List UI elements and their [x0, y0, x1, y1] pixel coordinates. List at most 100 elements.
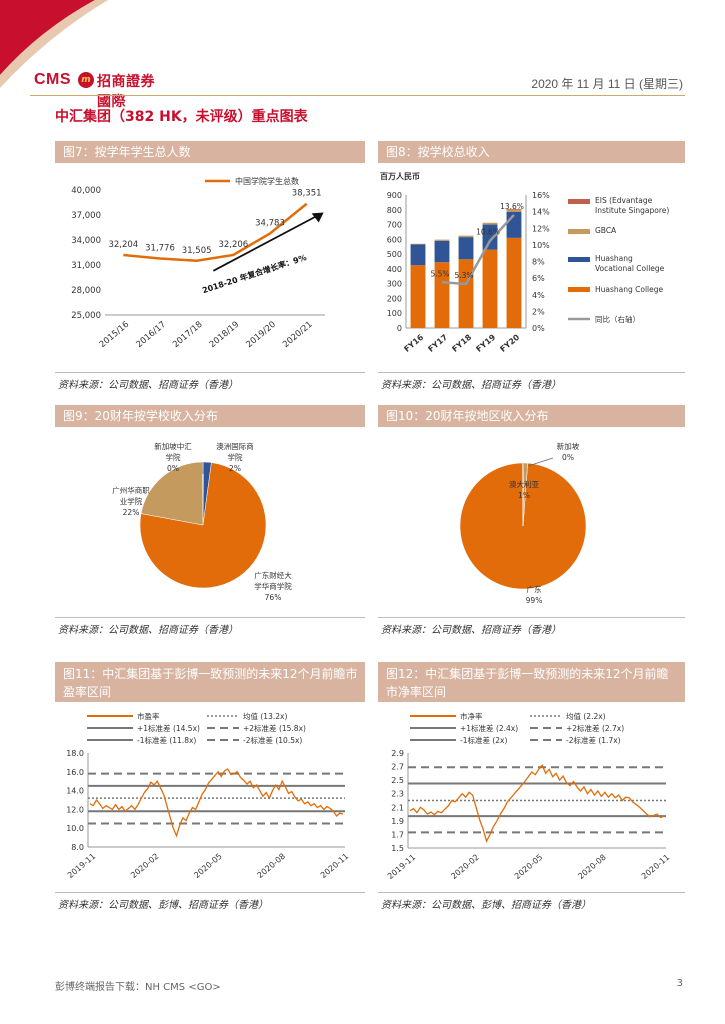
fig10-source: 资料来源：公司数据、招商证券（香港） — [381, 625, 561, 636]
fig8-legend-voc-2: Vocational College — [595, 264, 665, 273]
fig8-yoy-line — [441, 214, 515, 286]
fig8-bar-huashang — [458, 259, 474, 328]
fig11-sep — [55, 892, 365, 893]
fig8-y2tick: 4% — [532, 291, 545, 300]
fig7-value-label: 31,776 — [145, 244, 175, 254]
fig12-sep — [378, 892, 685, 893]
fig8-ytick: 800 — [387, 206, 402, 215]
fig8-ytick: 500 — [387, 250, 402, 259]
fig12-legend-minus1: -1标准差 (2x) — [460, 735, 507, 745]
fig8-bar-huashang — [482, 224, 498, 250]
fig9-title: 图9：20财年按学校收入分布 — [55, 405, 365, 427]
fig9-label-voc: 广州华商职 — [112, 485, 150, 495]
fig8-bar-huashang — [458, 237, 474, 260]
fig12-title: 图12：中汇集团基于彭博一致预测的未来12个月前瞻 市净率区间 — [378, 662, 685, 702]
fig8-unit-label: 百万人民币 — [380, 171, 420, 181]
fig7-value-label: 32,206 — [218, 240, 248, 250]
fig11-title: 图11：中汇集团基于彭博一致预测的未来12个月前瞻市 盈率区间 — [55, 662, 365, 702]
fig8-bar-huashang — [434, 240, 450, 263]
fig8-yoy-label: 13.6% — [500, 202, 524, 211]
fig8-ytick: 900 — [387, 191, 402, 200]
fig10-label-gd: 广东 — [527, 584, 542, 594]
fig9-label-aus: 澳洲国际商 — [216, 441, 254, 451]
fig12-legend-mean: 均值 (2.2x) — [566, 711, 606, 721]
fig8-source: 资料来源：公司数据、招商证券（香港） — [381, 380, 561, 391]
fig12-ytick: 2.9 — [391, 749, 404, 758]
fig8-bar-gbca — [506, 209, 522, 212]
fig11-xtick: 2020-11 — [319, 852, 350, 880]
fig11-series-line — [89, 768, 344, 838]
fig10-chart: 新加坡 0% 澳大利亚 1% 广东 99% — [459, 441, 587, 605]
fig7-value-label: 38,351 — [292, 189, 322, 199]
fig7-ytick: 40,000 — [71, 186, 101, 196]
fig11-legend-series: 市盈率 — [137, 711, 160, 721]
fig8-legend-gbca: GBCA — [595, 226, 617, 235]
fig7-chart: 25,000 28,000 31,000 34,000 37,000 40,000 中国学院… — [71, 176, 325, 350]
fig9-source: 资料来源：公司数据、招商证券（香港） — [58, 625, 238, 636]
fig8-y2tick: 16% — [532, 191, 550, 200]
logo-badge: m — [78, 72, 94, 88]
fig10-label-sg: 新加坡 — [557, 441, 580, 451]
fig7-xtick: 2016/17 — [134, 320, 167, 350]
fig12-xtick: 2020-08 — [576, 853, 607, 881]
fig10-label-au: 澳大利亚 — [509, 479, 539, 489]
fig11-title-line1: 图11：中汇集团基于彭博一致预测的未来12个月前瞻市 — [63, 667, 358, 681]
fig12-ytick: 2.7 — [391, 763, 404, 772]
fig8-title: 图8：按学校总收入 — [378, 141, 685, 163]
fig11-legend-mean: 均值 (13.2x) — [243, 711, 287, 721]
fig9-label-voc: 业学院 — [120, 496, 143, 506]
fig8-bar-gbca — [458, 235, 474, 238]
fig8-xtick: FY18 — [450, 332, 473, 354]
fig12-ytick: 2.1 — [391, 803, 404, 812]
fig12-legend-plus2: +2标准差 (2.7x) — [566, 723, 624, 733]
fig9-label-sg: 学院 — [166, 452, 181, 462]
fig7-value-label: 32,204 — [108, 240, 138, 250]
fig11-ytick: 14.0 — [66, 787, 84, 796]
fig10-slice — [522, 462, 528, 527]
fig12-series-line — [409, 763, 665, 843]
page-title: 中汇集团（382 HK，未评级）重点图表 — [55, 109, 308, 125]
fig11-xtick: 2020-08 — [256, 852, 287, 880]
fig8-yoy-label: 5.5% — [430, 269, 449, 278]
fig9-label-main: 广东财经大 — [254, 570, 292, 580]
fig12-ytick: 1.5 — [391, 844, 404, 853]
fig7-source: 资料来源：公司数据、招商证券（香港） — [58, 380, 238, 391]
fig7-ytick: 37,000 — [71, 211, 101, 221]
fig11-legend-plus1: +1标准差 (14.5x) — [137, 723, 200, 733]
fig8-bar-gbca — [482, 222, 498, 225]
fig11-source: 资料来源：公司数据、彭博、招商证券（香港） — [58, 900, 268, 911]
fig10-label-sg: 0% — [562, 453, 574, 462]
fig7-ytick: 31,000 — [71, 261, 101, 271]
fig8-y2tick: 14% — [532, 208, 550, 217]
fig9-label-voc: 22% — [123, 508, 140, 517]
fig8-ytick: 100 — [387, 309, 402, 318]
fig7-ytick: 28,000 — [71, 286, 101, 296]
fig8-sep — [378, 372, 685, 373]
fig8-y2tick: 6% — [532, 274, 545, 283]
fig8-legend-eis-2: Institute Singapore) — [595, 206, 669, 215]
fig12-title-line2: 市净率区间 — [386, 685, 447, 699]
fig9-label-main: 学华商学院 — [254, 581, 292, 591]
fig8-y2tick: 2% — [532, 307, 545, 316]
fig8-bar-huashang — [506, 237, 522, 328]
fig11-ytick: 10.0 — [66, 824, 84, 833]
fig9-label-aus: 学院 — [228, 452, 243, 462]
fig8-legend-swatch-gbca — [568, 229, 590, 234]
fig7-value-label: 34,783 — [255, 218, 285, 228]
fig8-legend-swatch-college — [568, 287, 590, 292]
report-date: 2020 年 11 月 11 日 (星期三) — [531, 77, 683, 91]
fig8-yoy-label: 10.6% — [476, 228, 500, 237]
fig11-title-line2: 盈率区间 — [63, 685, 112, 699]
logo-cms-text: CMS — [34, 71, 72, 88]
fig10-leader-sg — [527, 457, 554, 467]
fig8-y2tick: 12% — [532, 224, 550, 233]
fig11-xtick: 2020-02 — [129, 852, 160, 880]
fig7-ytick: 34,000 — [71, 236, 101, 246]
fig8-ytick: 300 — [387, 280, 402, 289]
fig12-xtick: 2020-02 — [449, 853, 480, 881]
fig8-yoy-label: 5.3% — [454, 271, 473, 280]
fig11-ytick: 12.0 — [66, 805, 84, 814]
fig12-ytick: 1.9 — [391, 817, 404, 826]
fig8-xtick: FY17 — [426, 333, 449, 354]
